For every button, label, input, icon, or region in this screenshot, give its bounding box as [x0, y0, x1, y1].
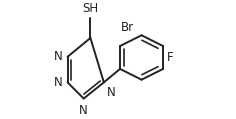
Text: N: N: [79, 104, 88, 117]
Text: N: N: [107, 86, 115, 99]
Text: N: N: [53, 50, 62, 63]
Text: F: F: [167, 51, 174, 64]
Text: Br: Br: [121, 21, 135, 34]
Text: N: N: [53, 76, 62, 89]
Text: SH: SH: [82, 2, 98, 15]
